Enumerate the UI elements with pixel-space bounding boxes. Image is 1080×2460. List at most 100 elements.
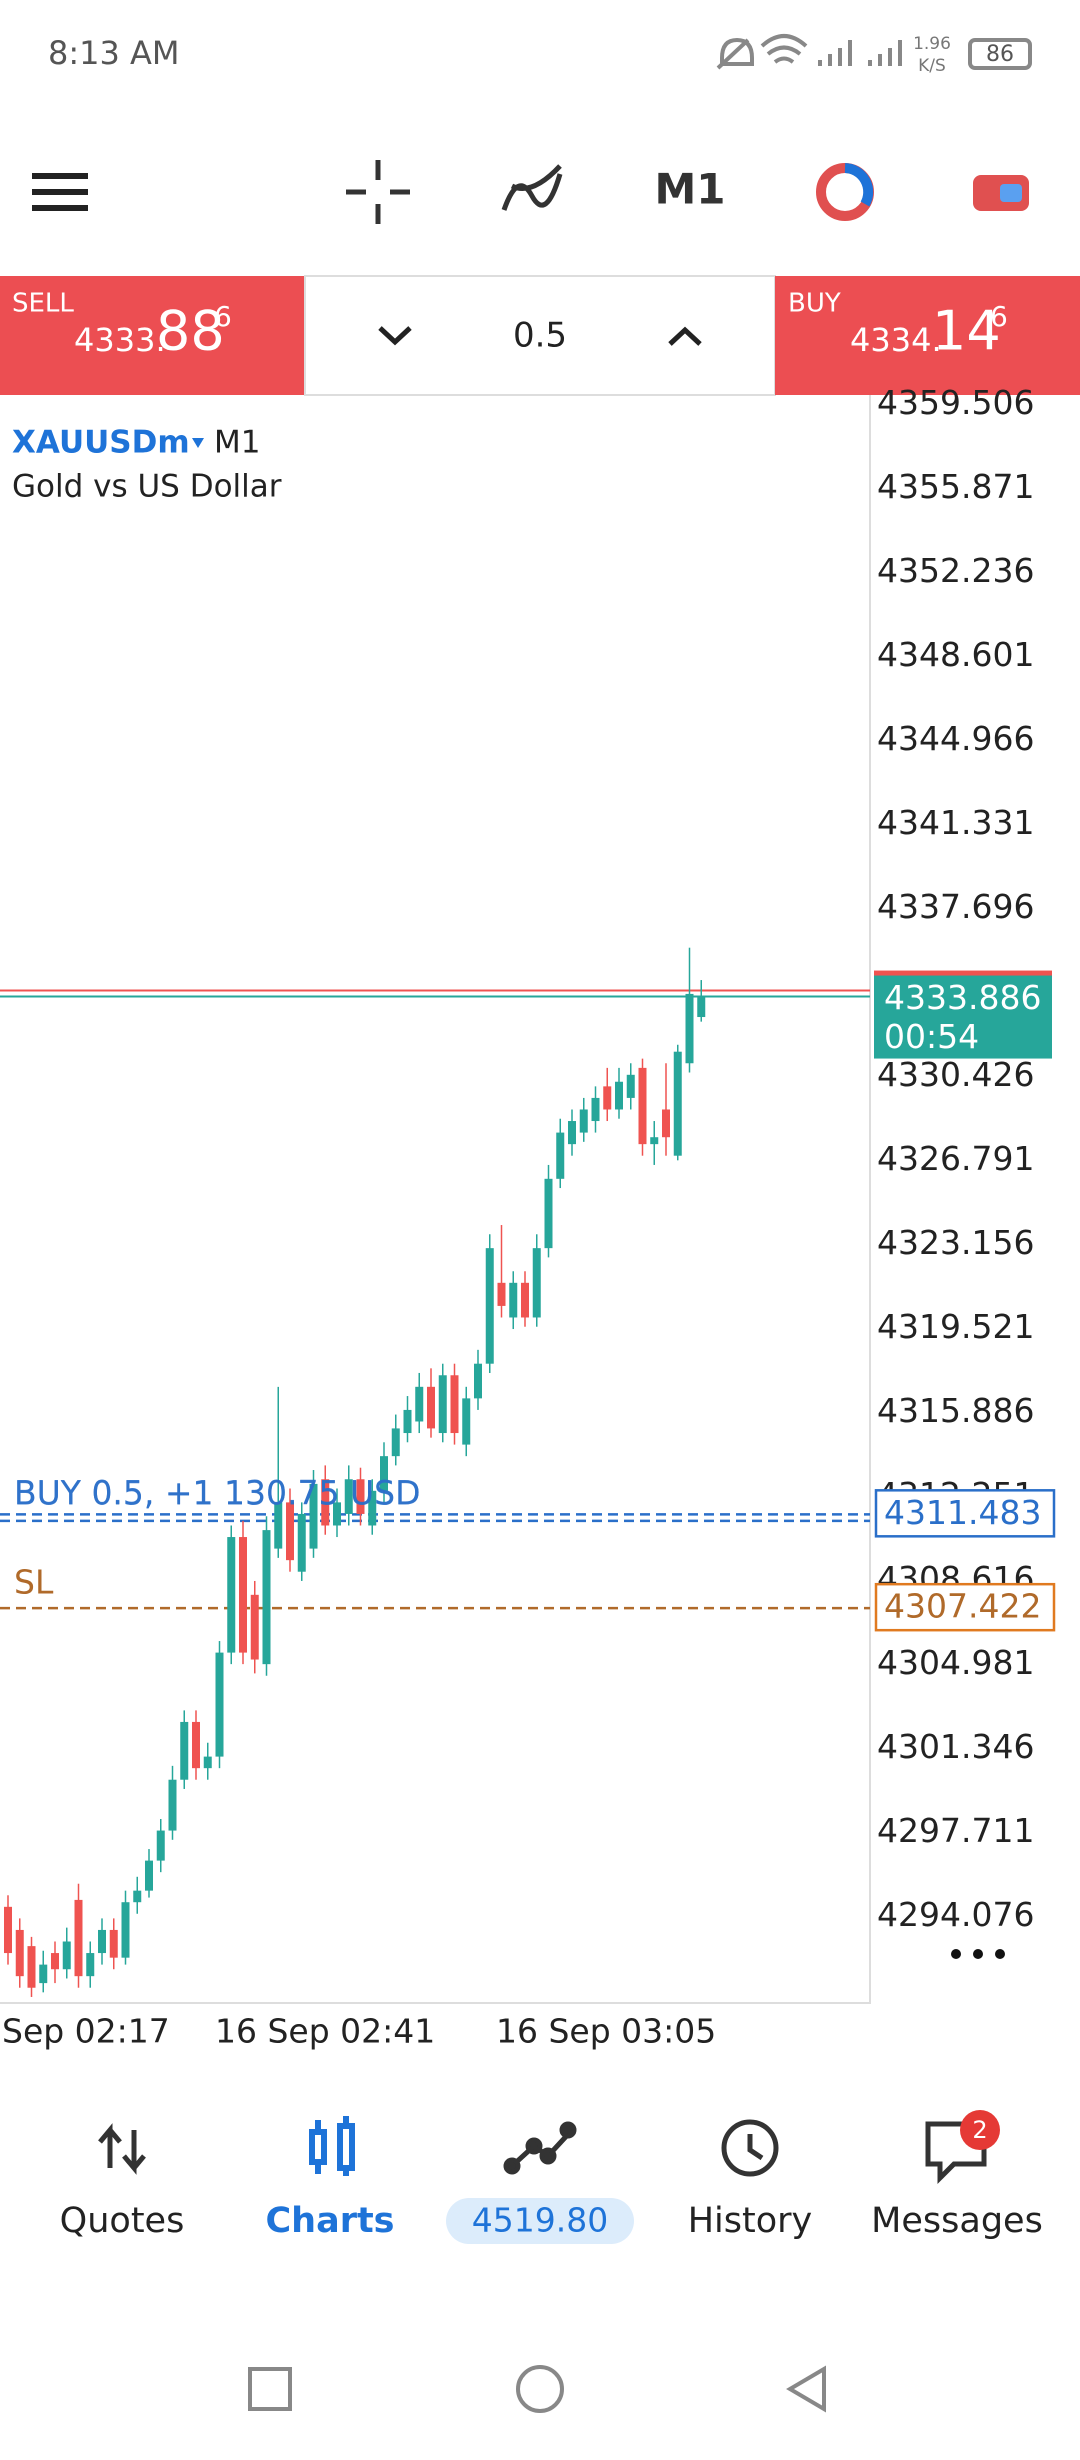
candle-body	[133, 1890, 142, 1903]
nav-balance[interactable]: 4519.80	[472, 2201, 608, 2240]
candle-body	[497, 1282, 506, 1306]
nav-messages[interactable]: Messages	[871, 2201, 1043, 2241]
indicators-button[interactable]	[501, 164, 563, 211]
recents-button[interactable]	[248, 2367, 292, 2411]
order-label: BUY 0.5, +1 130.75 USD	[14, 1473, 421, 1512]
status-icons	[716, 34, 1032, 70]
plot-frame	[0, 395, 871, 2004]
candle-body	[168, 1779, 177, 1831]
price-axis: 4359.506 4355.871 4352.236 4348.601 4344.966…	[877, 383, 1034, 1934]
candle-body	[250, 1594, 259, 1660]
candle-body	[427, 1386, 435, 1429]
buy-button[interactable]	[775, 276, 1080, 395]
sell-price-sup: 6	[214, 300, 232, 333]
home-button[interactable]	[516, 2365, 564, 2413]
candle-body	[286, 1502, 294, 1561]
y-tick-label: 4341.331	[877, 803, 1034, 842]
volume-up[interactable]	[668, 326, 702, 346]
candle-body	[697, 996, 706, 1018]
candle-body	[579, 1109, 588, 1133]
candle-body	[532, 1248, 541, 1318]
nav-quotes[interactable]: Quotes	[60, 2201, 185, 2241]
candle-body	[86, 1953, 95, 1977]
sell-label: SELL	[12, 289, 74, 319]
candle-body	[521, 1282, 529, 1318]
history-icon[interactable]	[721, 2119, 779, 2177]
more-dots[interactable]	[951, 1949, 1005, 1959]
battery: 86	[986, 42, 1014, 67]
candle-body	[192, 1721, 200, 1769]
badge	[960, 2110, 1000, 2150]
order-box	[874, 1489, 1056, 1538]
volume: 0.5	[513, 316, 567, 356]
candle-body	[474, 1363, 482, 1399]
candle-body	[15, 1929, 24, 1977]
buy-price-big: 14	[932, 300, 1001, 363]
balance-pill	[446, 2198, 634, 2244]
candle-body	[274, 1502, 283, 1549]
quotes-icon[interactable]	[98, 2123, 146, 2175]
bid-box-top	[874, 970, 1052, 976]
candle-body	[4, 1906, 12, 1954]
candle-body	[145, 1860, 153, 1891]
candle-body	[262, 1530, 271, 1665]
y-tick-label: 4337.696	[877, 887, 1034, 926]
candle-body	[321, 1479, 330, 1526]
timeframe-button[interactable]: M1	[654, 165, 725, 214]
order-label: BUY 0.5, +1 130.75 USD	[14, 1473, 421, 1512]
volume-box	[304, 275, 776, 396]
one-click-button[interactable]	[816, 163, 874, 221]
candle-body	[227, 1537, 236, 1653]
candle-body	[650, 1137, 659, 1145]
candle-body	[509, 1282, 518, 1318]
candle-body	[62, 1941, 71, 1970]
candle-body	[121, 1902, 130, 1958]
back-button[interactable]	[786, 2365, 826, 2413]
nav-history[interactable]: History	[688, 2201, 813, 2241]
candle-body	[591, 1097, 600, 1122]
trade-icon[interactable]	[503, 2121, 577, 2175]
candle-body	[415, 1386, 424, 1422]
menu-button[interactable]	[32, 173, 88, 211]
candle-body	[544, 1178, 553, 1249]
symbol-description: Gold vs US Dollar	[12, 469, 282, 505]
x-tick-label: 16 Sep 02:41	[215, 2012, 435, 2051]
symbol-dropdown[interactable]	[192, 438, 204, 448]
status-time: 8:13 AM	[48, 34, 180, 72]
charts-icon[interactable]	[309, 2116, 355, 2176]
candle-body	[239, 1537, 247, 1653]
bid-price: 4333.886	[884, 978, 1041, 1017]
bid-box	[874, 974, 1052, 1059]
sell-price-main: 4333.	[74, 321, 166, 359]
candle-body	[638, 1067, 647, 1145]
candle-body	[356, 1479, 365, 1514]
y-tick-label: 4319.521	[877, 1307, 1034, 1346]
buy-label: BUY	[788, 289, 841, 319]
sell-button[interactable]	[0, 276, 305, 395]
candle-body	[568, 1121, 576, 1145]
y-tick-label: 4326.791	[877, 1139, 1034, 1178]
candle-body	[438, 1375, 447, 1434]
candle-body	[344, 1479, 353, 1514]
candle-body	[180, 1721, 189, 1780]
candle-body	[603, 1086, 612, 1110]
buy-price-sup: 6	[990, 300, 1008, 333]
order-price: 4311.483	[884, 1493, 1041, 1532]
volume-down[interactable]	[378, 326, 412, 346]
candle-body	[309, 1483, 318, 1549]
nav-charts[interactable]: Charts	[265, 2201, 394, 2241]
candle-body	[626, 1074, 635, 1098]
chart-timeframe: M1	[214, 425, 260, 461]
crosshair-button[interactable]	[346, 160, 410, 224]
y-tick-label: 4301.346	[877, 1727, 1034, 1766]
trade-button[interactable]	[973, 175, 1029, 211]
candle-body	[156, 1830, 165, 1861]
candle-body	[556, 1132, 565, 1179]
candle-body	[368, 1490, 377, 1526]
candle-body	[380, 1456, 388, 1491]
candle-body	[74, 1899, 83, 1977]
y-tick-label: 4352.236	[877, 551, 1034, 590]
candle-body	[98, 1929, 106, 1954]
symbol[interactable]: XAUUSDm	[12, 425, 190, 461]
